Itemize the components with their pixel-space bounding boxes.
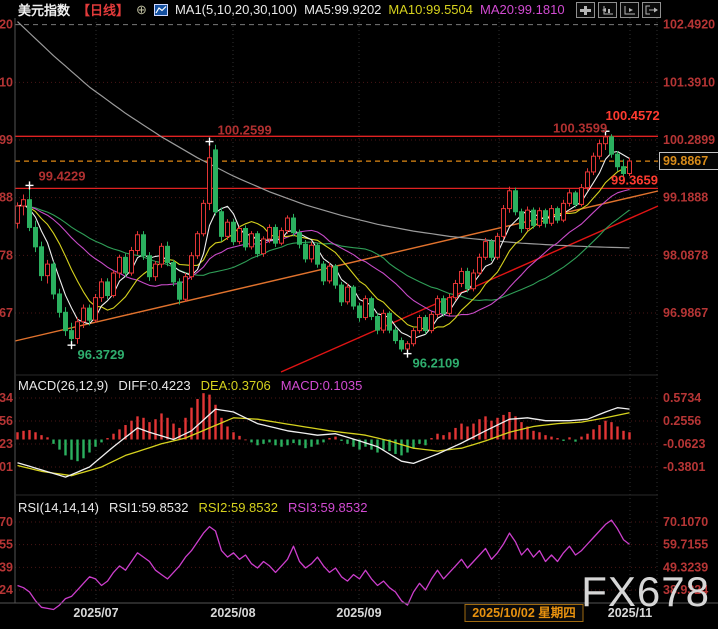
svg-text:2025/08: 2025/08 xyxy=(210,606,255,620)
svg-text:100.3599: 100.3599 xyxy=(553,120,607,135)
svg-text:99.4229: 99.4229 xyxy=(39,168,86,183)
svg-text:101.3910: 101.3910 xyxy=(663,75,715,89)
svg-text:10: 10 xyxy=(0,75,13,89)
svg-text:70.1070: 70.1070 xyxy=(663,515,708,529)
svg-text:78: 78 xyxy=(0,248,13,262)
svg-text:59.7155: 59.7155 xyxy=(663,538,708,552)
chart-header: 美元指数 【日线】 ⊕ MA1(5,10,20,30,100) MA5:99.9… xyxy=(18,1,565,19)
svg-text:01: 01 xyxy=(0,460,13,474)
svg-text:56: 56 xyxy=(0,414,13,428)
scale-left-icon[interactable] xyxy=(598,2,617,18)
svg-text:96.3729: 96.3729 xyxy=(78,347,125,362)
svg-text:24: 24 xyxy=(0,583,13,597)
svg-text:102.4920: 102.4920 xyxy=(663,18,715,32)
period-label[interactable]: 【日线】 xyxy=(77,3,130,18)
svg-text:100.4572: 100.4572 xyxy=(606,108,660,123)
svg-text:49.3239: 49.3239 xyxy=(663,560,708,574)
price-axis-labels: 102.4920 20 101.3910 10 100.2899 99 99.1888 88 9… xyxy=(0,18,715,597)
svg-text:55: 55 xyxy=(0,538,13,552)
rsi3-value: RSI3:59.8532 xyxy=(287,500,368,515)
swing-labels: 99.4229 100.2599 100.4572 96.3729 96.2109 100… xyxy=(25,108,660,371)
svg-text:96.2109: 96.2109 xyxy=(413,356,460,371)
svg-text:100.2899: 100.2899 xyxy=(663,133,715,147)
symbol-name: 美元指数 xyxy=(18,3,71,18)
compare-plus-icon[interactable]: ⊕ xyxy=(136,1,147,17)
ma10-value: MA10:99.5504 xyxy=(388,2,473,17)
svg-text:99.1888: 99.1888 xyxy=(663,191,708,205)
rsi1-value: RSI1:59.8532 xyxy=(108,500,189,515)
pan-right-icon[interactable] xyxy=(642,2,661,18)
svg-text:39: 39 xyxy=(0,560,13,574)
svg-text:2025/07: 2025/07 xyxy=(73,606,118,620)
svg-text:-0.3801: -0.3801 xyxy=(663,460,705,474)
svg-text:100.2599: 100.2599 xyxy=(218,123,272,138)
macd-panel xyxy=(16,393,631,478)
svg-text:0.5734: 0.5734 xyxy=(663,391,701,405)
last-price-tag: 99.8867 xyxy=(659,152,718,170)
ma-settings-label[interactable]: MA1(5,10,20,30,100) xyxy=(174,2,298,17)
candlesticks xyxy=(15,131,632,354)
chart-toolbar xyxy=(576,2,661,18)
svg-text:-0.0623: -0.0623 xyxy=(663,437,705,451)
svg-text:88: 88 xyxy=(0,191,13,205)
svg-text:2025/11: 2025/11 xyxy=(608,606,653,620)
svg-text:0.2556: 0.2556 xyxy=(663,414,701,428)
scale-right-icon[interactable] xyxy=(620,2,639,18)
crosshair-icon[interactable] xyxy=(576,2,595,18)
ma20-value: MA20:99.1810 xyxy=(480,2,565,17)
rsi-panel-header: RSI(14,14,14) RSI1:59.8532 RSI2:59.8532 … xyxy=(18,499,367,516)
fx678-watermark: FX678 xyxy=(581,568,710,615)
rsi2-value: RSI2:59.8532 xyxy=(198,500,278,515)
svg-text:96.9867: 96.9867 xyxy=(663,306,708,320)
date-axis[interactable]: 2025/07 2025/08 2025/09 2025/10/02 星期四 2025/… xyxy=(73,604,653,622)
svg-text:70: 70 xyxy=(0,515,13,529)
svg-text:99.3659: 99.3659 xyxy=(611,172,658,187)
svg-text:99: 99 xyxy=(0,133,13,147)
svg-text:23: 23 xyxy=(0,437,13,451)
line-chart-icon[interactable] xyxy=(153,3,168,16)
panel-borders xyxy=(0,18,718,604)
rsi-title[interactable]: RSI(14,14,14) xyxy=(18,500,99,515)
svg-text:20: 20 xyxy=(0,18,13,32)
macd-panel-header: MACD(26,12,9) DIFF:0.4223 DEA:0.3706 MAC… xyxy=(18,377,362,394)
svg-text:2025/10/02 星期四: 2025/10/02 星期四 xyxy=(472,605,576,620)
rsi-panel xyxy=(17,519,630,611)
macd-diff-value: DIFF:0.4223 xyxy=(118,378,191,393)
svg-text:67: 67 xyxy=(0,306,13,320)
macd-macd-value: MACD:0.1035 xyxy=(280,378,363,393)
horizontal-price-lines xyxy=(15,135,658,190)
svg-text:34: 34 xyxy=(0,391,13,405)
ma5-value: MA5:99.9202 xyxy=(304,2,382,17)
macd-dea-value: DEA:0.3706 xyxy=(200,378,271,393)
svg-text:38.9324: 38.9324 xyxy=(663,583,708,597)
svg-text:2025/09: 2025/09 xyxy=(336,606,381,620)
macd-title[interactable]: MACD(26,12,9) xyxy=(18,378,109,393)
svg-text:98.0878: 98.0878 xyxy=(663,248,708,262)
